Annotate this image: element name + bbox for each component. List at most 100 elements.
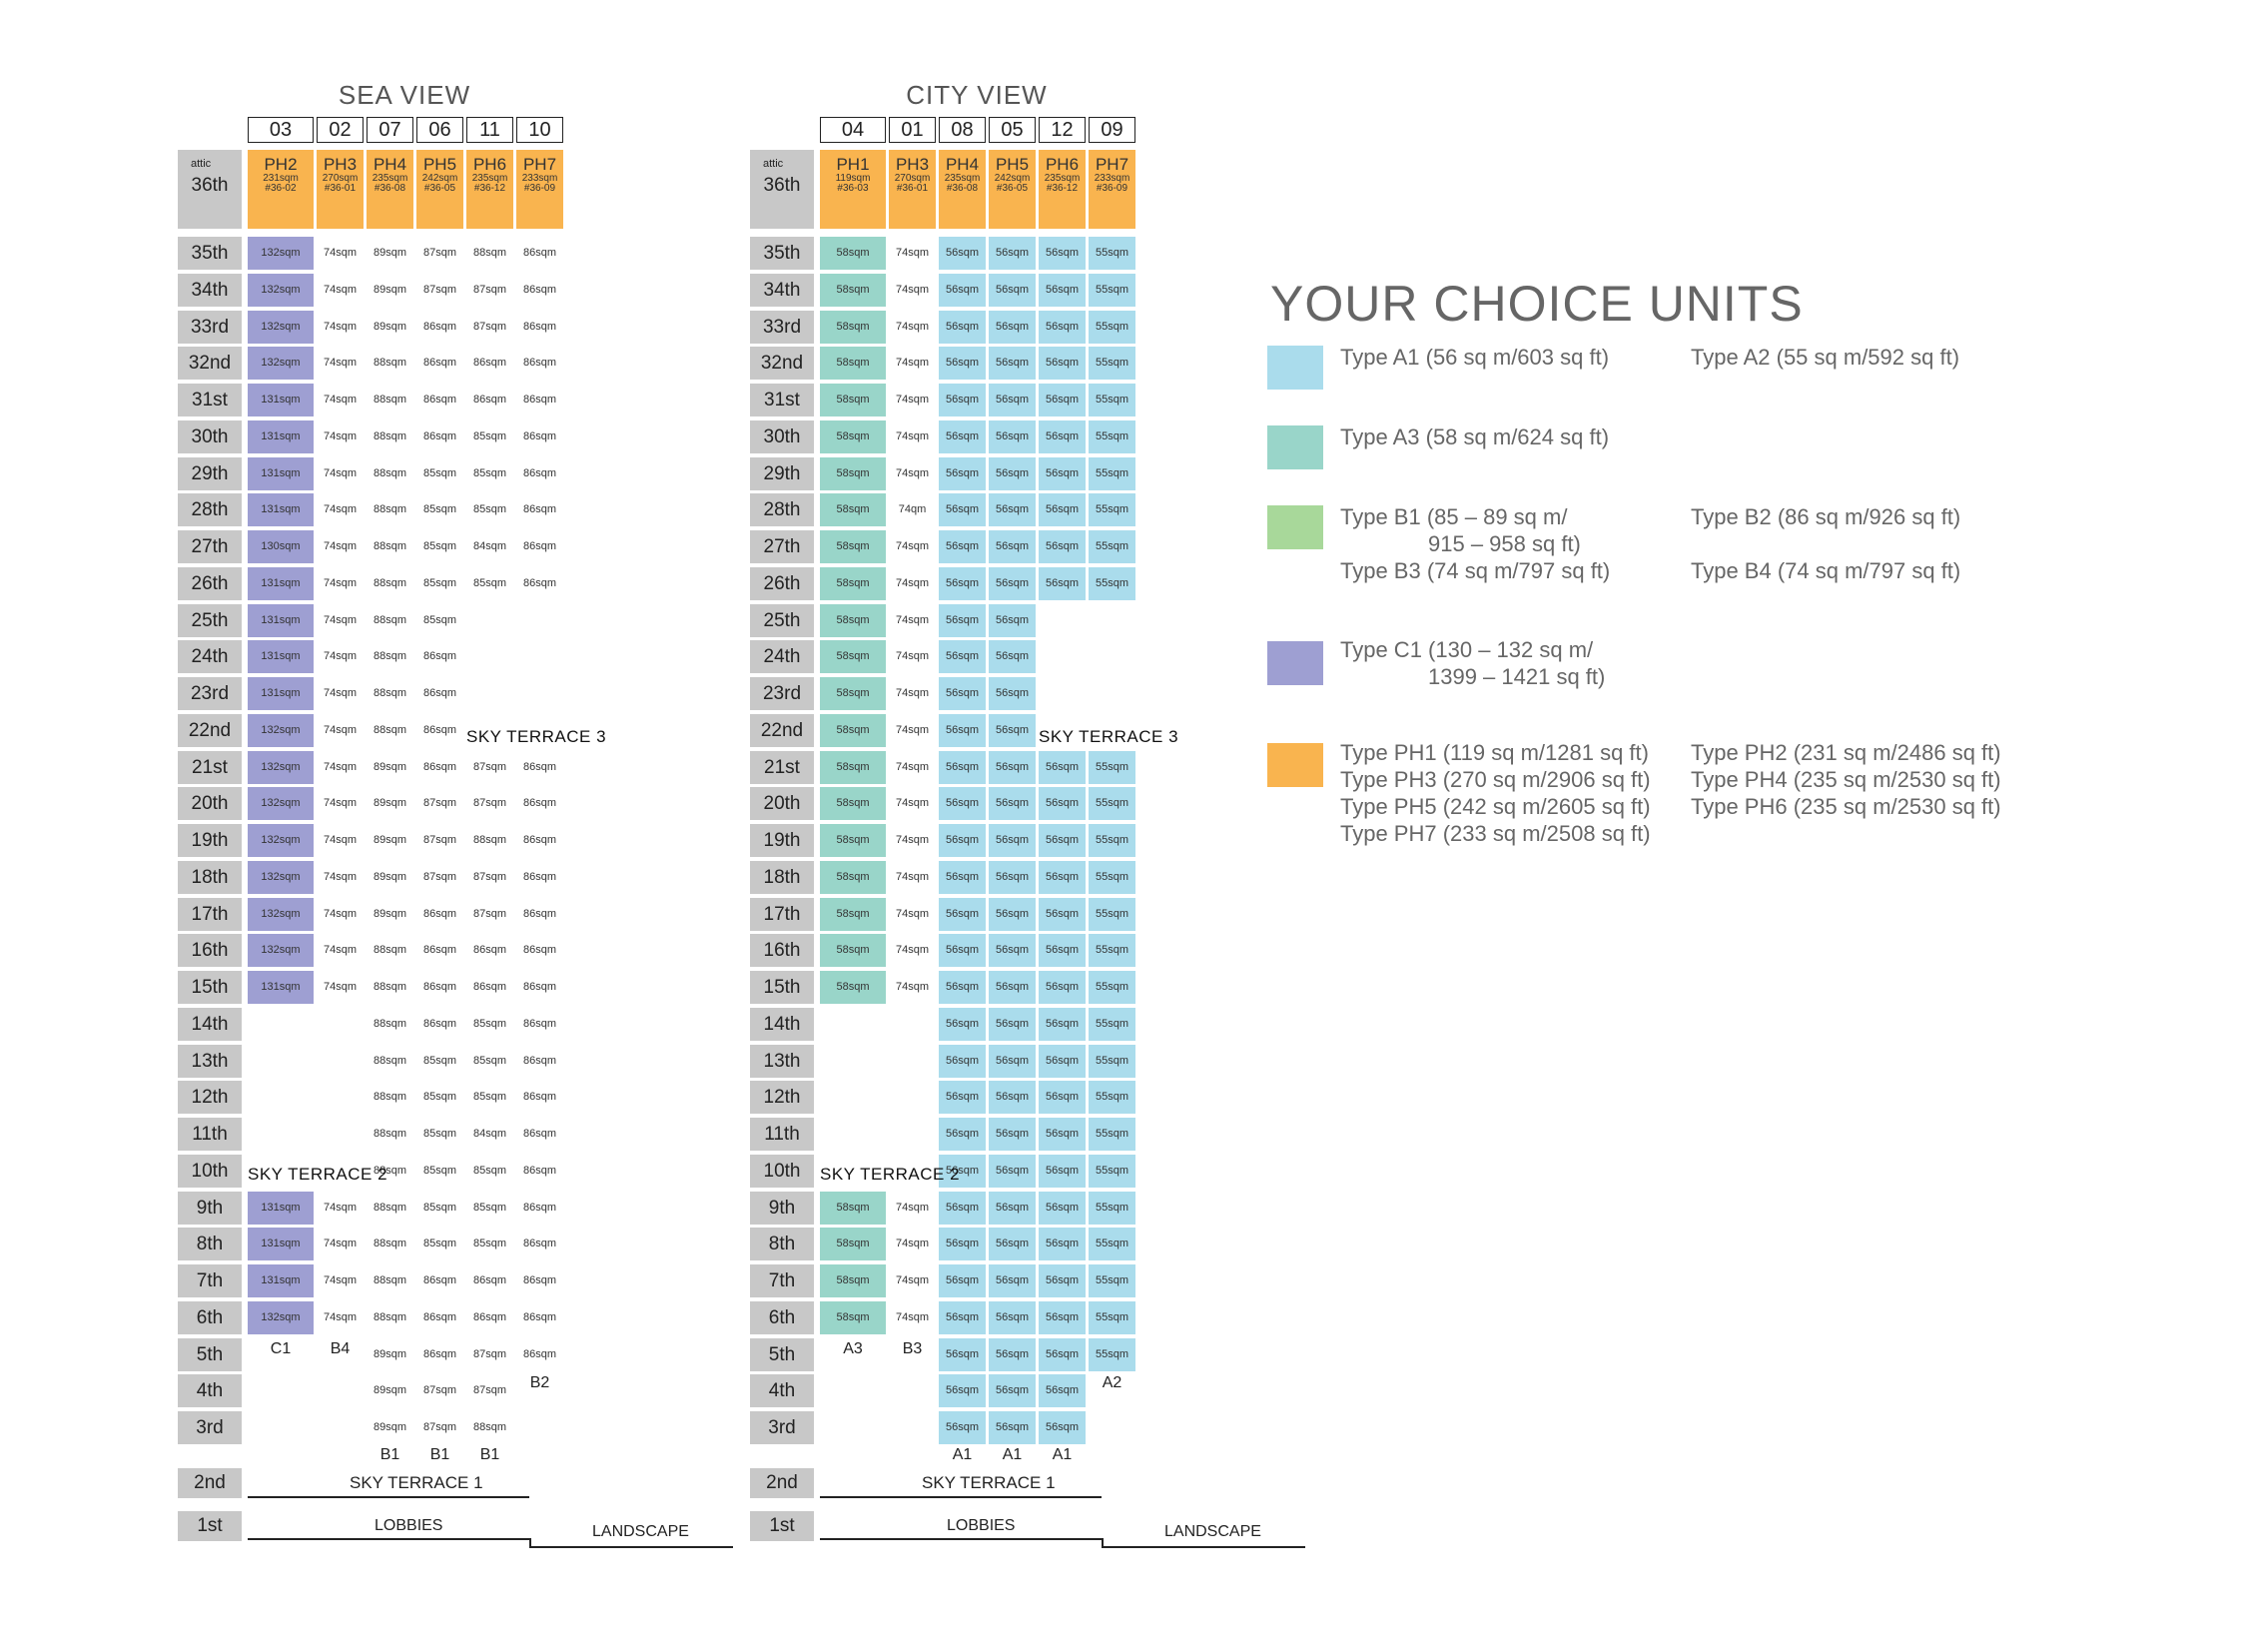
- sea-view-unit-06-26th[interactable]: 85sqm: [422, 576, 457, 589]
- sea-view-unit-10-35th[interactable]: 86sqm: [522, 247, 557, 259]
- sea-view-unit-10-11th[interactable]: 86sqm: [522, 1128, 557, 1140]
- city-view-unit-05-12th[interactable]: 56sqm: [989, 1081, 1036, 1115]
- sea-view-unit-06-5th[interactable]: 86sqm: [422, 1347, 457, 1360]
- sea-view-unit-02-29th[interactable]: 74sqm: [323, 466, 358, 479]
- city-view-unit-05-3rd[interactable]: 56sqm: [989, 1411, 1036, 1444]
- sea-view-unit-03-19th[interactable]: 132sqm: [248, 824, 314, 857]
- sea-view-unit-07-7th[interactable]: 88sqm: [373, 1274, 407, 1286]
- city-view-unit-08-8th[interactable]: 56sqm: [939, 1228, 986, 1261]
- city-view-unit-12-21st[interactable]: 56sqm: [1039, 750, 1086, 784]
- city-view-unit-05-18th[interactable]: 56sqm: [989, 860, 1036, 894]
- sea-view-unit-07-10th[interactable]: 88sqm: [373, 1164, 407, 1177]
- city-view-unit-09-7th[interactable]: 55sqm: [1089, 1264, 1135, 1297]
- sea-view-unit-02-8th[interactable]: 74sqm: [323, 1238, 358, 1250]
- sea-view-unit-10-9th[interactable]: 86sqm: [522, 1201, 557, 1214]
- sea-view-unit-02-33rd[interactable]: 74sqm: [323, 320, 358, 333]
- city-view-unit-04-25th[interactable]: 58sqm: [820, 603, 886, 637]
- sea-view-unit-10-16th[interactable]: 86sqm: [522, 944, 557, 957]
- city-view-unit-08-25th[interactable]: 56sqm: [939, 603, 986, 637]
- city-view-unit-01-35th[interactable]: 74sqm: [895, 247, 930, 259]
- sea-view-unit-10-17th[interactable]: 86sqm: [522, 907, 557, 920]
- city-view-unit-12-34th[interactable]: 56sqm: [1039, 273, 1086, 307]
- sea-view-unit-02-25th[interactable]: 74sqm: [323, 613, 358, 626]
- sea-view-unit-07-28th[interactable]: 88sqm: [373, 503, 407, 516]
- sea-view-unit-10-20th[interactable]: 86sqm: [522, 797, 557, 810]
- sea-view-unit-07-24th[interactable]: 88sqm: [373, 650, 407, 663]
- sea-view-unit-07-26th[interactable]: 88sqm: [373, 576, 407, 589]
- city-view-unit-04-33rd[interactable]: 58sqm: [820, 310, 886, 344]
- sea-view-unit-06-12th[interactable]: 85sqm: [422, 1091, 457, 1104]
- city-view-unit-05-9th[interactable]: 56sqm: [989, 1191, 1036, 1225]
- sea-view-unit-06-35th[interactable]: 87sqm: [422, 247, 457, 259]
- sea-view-unit-10-32nd[interactable]: 86sqm: [522, 357, 557, 370]
- sea-view-unit-03-24th[interactable]: 131sqm: [248, 640, 314, 674]
- city-view-unit-05-15th[interactable]: 56sqm: [989, 971, 1036, 1004]
- city-view-unit-09-14th[interactable]: 55sqm: [1089, 1007, 1135, 1041]
- sea-view-unit-07-32nd[interactable]: 88sqm: [373, 357, 407, 370]
- city-view-unit-12-32nd[interactable]: 56sqm: [1039, 347, 1086, 381]
- sea-view-unit-06-11th[interactable]: 85sqm: [422, 1128, 457, 1140]
- sea-view-unit-10-12th[interactable]: 86sqm: [522, 1091, 557, 1104]
- sea-view-unit-07-27th[interactable]: 88sqm: [373, 540, 407, 552]
- sea-view-unit-11-14th[interactable]: 85sqm: [472, 1017, 507, 1030]
- sea-view-unit-02-21st[interactable]: 74sqm: [323, 760, 358, 773]
- city-view-unit-09-20th[interactable]: 55sqm: [1089, 787, 1135, 821]
- sea-view-unit-10-33rd[interactable]: 86sqm: [522, 320, 557, 333]
- city-view-unit-12-13th[interactable]: 56sqm: [1039, 1044, 1086, 1078]
- city-view-unit-09-5th[interactable]: 55sqm: [1089, 1337, 1135, 1371]
- city-view-unit-01-7th[interactable]: 74sqm: [895, 1274, 930, 1286]
- city-view-unit-08-13th[interactable]: 56sqm: [939, 1044, 986, 1078]
- city-view-unit-09-33rd[interactable]: 55sqm: [1089, 310, 1135, 344]
- city-view-unit-05-28th[interactable]: 56sqm: [989, 493, 1036, 527]
- city-view-unit-12-8th[interactable]: 56sqm: [1039, 1228, 1086, 1261]
- sea-view-unit-11-12th[interactable]: 85sqm: [472, 1091, 507, 1104]
- sea-view-unit-10-14th[interactable]: 86sqm: [522, 1017, 557, 1030]
- sea-view-unit-06-34th[interactable]: 87sqm: [422, 283, 457, 296]
- sea-view-unit-03-33rd[interactable]: 132sqm: [248, 310, 314, 344]
- city-view-unit-12-35th[interactable]: 56sqm: [1039, 237, 1086, 270]
- city-view-unit-12-17th[interactable]: 56sqm: [1039, 897, 1086, 931]
- sea-view-unit-06-28th[interactable]: 85sqm: [422, 503, 457, 516]
- city-view-unit-01-23rd[interactable]: 74sqm: [895, 687, 930, 699]
- sea-view-unit-06-21st[interactable]: 86sqm: [422, 760, 457, 773]
- city-view-unit-05-30th[interactable]: 56sqm: [989, 419, 1036, 453]
- city-view-unit-01-32nd[interactable]: 74sqm: [895, 357, 930, 370]
- sea-view-unit-10-28th[interactable]: 86sqm: [522, 503, 557, 516]
- sea-view-unit-02-35th[interactable]: 74sqm: [323, 247, 358, 259]
- sea-view-unit-02-7th[interactable]: 74sqm: [323, 1274, 358, 1286]
- city-view-unit-12-5th[interactable]: 56sqm: [1039, 1337, 1086, 1371]
- sea-view-unit-11-13th[interactable]: 85sqm: [472, 1054, 507, 1067]
- sea-view-unit-06-22nd[interactable]: 86sqm: [422, 723, 457, 736]
- sea-view-unit-11-16th[interactable]: 86sqm: [472, 944, 507, 957]
- city-view-unit-09-16th[interactable]: 55sqm: [1089, 934, 1135, 968]
- sea-view-unit-03-27th[interactable]: 130sqm: [248, 530, 314, 563]
- sea-view-unit-10-34th[interactable]: 86sqm: [522, 283, 557, 296]
- city-view-unit-08-9th[interactable]: 56sqm: [939, 1191, 986, 1225]
- sea-view-unit-10-15th[interactable]: 86sqm: [522, 981, 557, 993]
- city-view-unit-05-25th[interactable]: 56sqm: [989, 603, 1036, 637]
- sea-view-unit-02-28th[interactable]: 74sqm: [323, 503, 358, 516]
- sea-view-unit-06-9th[interactable]: 85sqm: [422, 1201, 457, 1214]
- city-view-unit-01-8th[interactable]: 74sqm: [895, 1238, 930, 1250]
- city-view-unit-04-31st[interactable]: 58sqm: [820, 384, 886, 416]
- sea-view-unit-06-3rd[interactable]: 87sqm: [422, 1421, 457, 1433]
- sea-view-unit-11-17th[interactable]: 87sqm: [472, 907, 507, 920]
- city-view-unit-04-16th[interactable]: 58sqm: [820, 934, 886, 968]
- sea-view-unit-03-18th[interactable]: 132sqm: [248, 860, 314, 894]
- sea-view-unit-11-35th[interactable]: 88sqm: [472, 247, 507, 259]
- city-view-unit-05-16th[interactable]: 56sqm: [989, 934, 1036, 968]
- sea-view-unit-06-15th[interactable]: 86sqm: [422, 981, 457, 993]
- sea-view-unit-07-30th[interactable]: 88sqm: [373, 429, 407, 442]
- sea-view-unit-07-29th[interactable]: 88sqm: [373, 466, 407, 479]
- city-view-unit-04-35th[interactable]: 58sqm: [820, 237, 886, 270]
- sea-view-unit-11-34th[interactable]: 87sqm: [472, 283, 507, 296]
- sea-view-unit-02-34th[interactable]: 74sqm: [323, 283, 358, 296]
- sea-view-unit-03-26th[interactable]: 131sqm: [248, 566, 314, 600]
- sea-view-unit-06-20th[interactable]: 87sqm: [422, 797, 457, 810]
- city-view-unit-09-31st[interactable]: 55sqm: [1089, 384, 1135, 416]
- city-view-unit-05-29th[interactable]: 56sqm: [989, 456, 1036, 490]
- city-view-unit-09-27th[interactable]: 55sqm: [1089, 530, 1135, 563]
- sea-view-unit-07-16th[interactable]: 88sqm: [373, 944, 407, 957]
- city-view-unit-09-19th[interactable]: 55sqm: [1089, 824, 1135, 857]
- sea-view-unit-11-20th[interactable]: 87sqm: [472, 797, 507, 810]
